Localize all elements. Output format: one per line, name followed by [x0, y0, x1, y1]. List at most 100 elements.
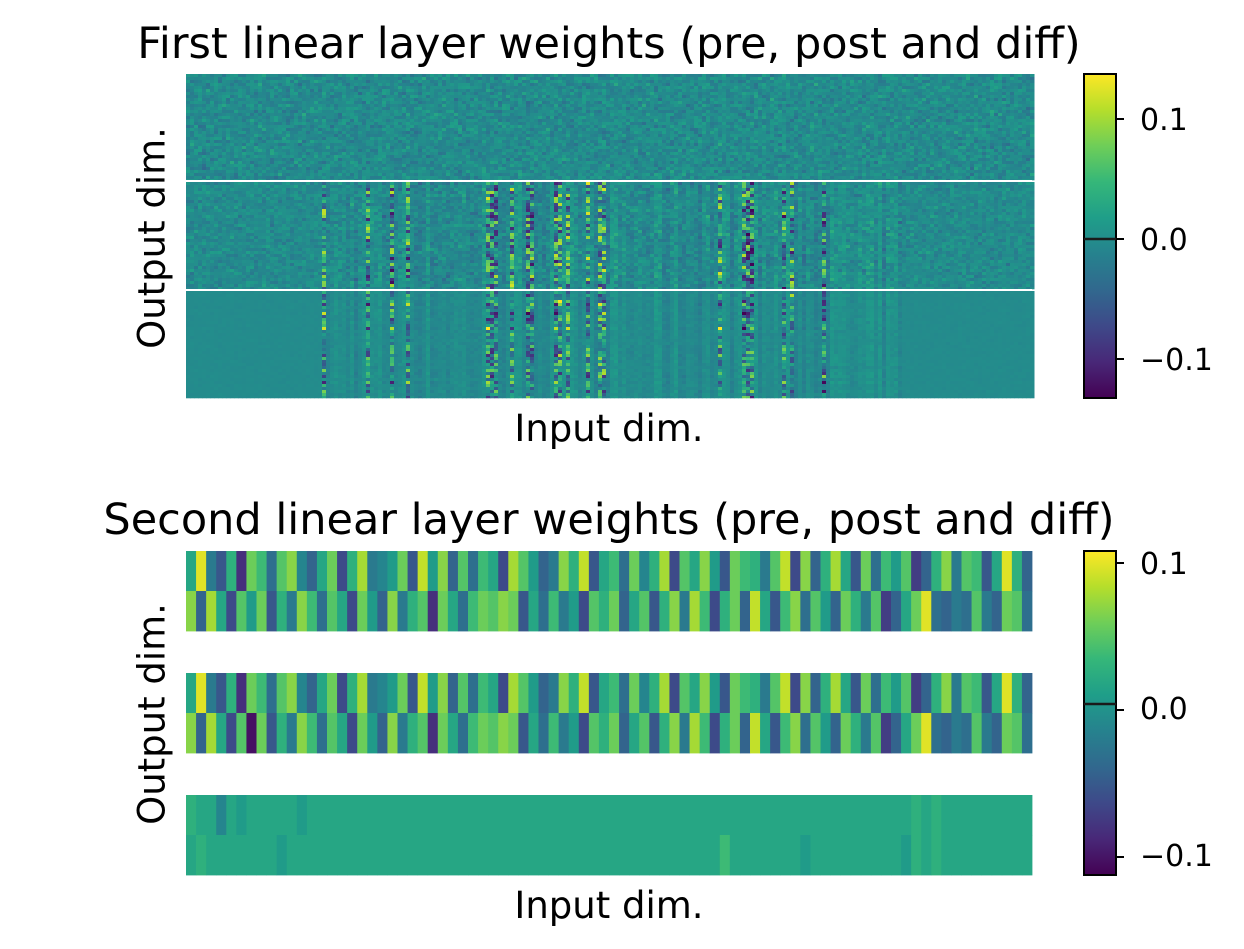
- chart1-cell: [794, 77, 799, 80]
- chart1-cell: [310, 98, 315, 101]
- chart1-cell: [554, 101, 559, 104]
- chart1-cell: [582, 86, 587, 89]
- chart1-cell: [274, 119, 279, 122]
- chart1-cell: [1002, 110, 1007, 113]
- chart1-cell: [246, 80, 251, 83]
- chart1-cell: [446, 95, 451, 98]
- chart1-cell: [334, 116, 339, 119]
- chart1-cell: [686, 98, 691, 101]
- chart1-cell: [506, 128, 511, 131]
- chart1-cell: [746, 116, 751, 119]
- chart1-cell: [910, 101, 915, 104]
- chart1-cell: [746, 98, 751, 101]
- chart1-cell: [982, 122, 987, 125]
- chart1-cell: [206, 104, 211, 107]
- chart1-cell: [506, 92, 511, 95]
- chart1-cell: [342, 80, 347, 83]
- chart1-cell: [390, 86, 395, 89]
- chart1-cell: [782, 125, 787, 128]
- chart1-cell: [862, 128, 867, 131]
- chart1-cell: [786, 113, 791, 116]
- chart1-cell: [366, 119, 371, 122]
- chart1-cell: [398, 125, 403, 128]
- chart1-cell: [290, 104, 295, 107]
- chart1-cell: [638, 125, 643, 128]
- chart1-cell: [498, 110, 503, 113]
- chart1-cell: [734, 77, 739, 80]
- chart1-cell: [474, 95, 479, 98]
- chart1-cell: [870, 77, 875, 80]
- chart1-cell: [774, 98, 779, 101]
- chart1-cell: [826, 113, 831, 116]
- chart1-cell: [1018, 86, 1023, 89]
- chart1-cell: [378, 86, 383, 89]
- chart1-cell: [210, 98, 215, 101]
- chart1-cell: [450, 95, 455, 98]
- chart1-cell: [946, 101, 951, 104]
- chart1-cell: [374, 92, 379, 95]
- chart1-cell: [806, 125, 811, 128]
- chart1-cell: [310, 92, 315, 95]
- chart1-cell: [498, 89, 503, 92]
- chart1-cell: [890, 80, 895, 83]
- chart1-cell: [1014, 110, 1019, 113]
- chart1-cell: [854, 95, 859, 98]
- chart1-cell: [938, 116, 943, 119]
- chart1-cell: [978, 98, 983, 101]
- chart1-cell: [390, 104, 395, 107]
- chart1-cell: [962, 92, 967, 95]
- chart1-cell: [606, 101, 611, 104]
- chart1-cell: [566, 128, 571, 131]
- chart1-cell: [830, 89, 835, 92]
- chart1-cell: [870, 107, 875, 110]
- chart1-cell: [750, 110, 755, 113]
- chart1-cell: [826, 74, 831, 77]
- chart1-cell: [502, 77, 507, 80]
- chart1-cell: [306, 122, 311, 125]
- chart1-cell: [250, 86, 255, 89]
- chart1-cell: [278, 107, 283, 110]
- chart1-cell: [1018, 101, 1023, 104]
- chart1-cell: [542, 89, 547, 92]
- chart1-cell: [650, 74, 655, 77]
- chart1-cell: [398, 113, 403, 116]
- chart1-cell: [926, 80, 931, 83]
- chart1-cell: [578, 95, 583, 98]
- chart1-cell: [954, 107, 959, 110]
- chart1-cell: [242, 80, 247, 83]
- chart1-cell: [382, 125, 387, 128]
- chart1-cell: [386, 77, 391, 80]
- chart1-cell: [906, 116, 911, 119]
- chart1-cell: [210, 110, 215, 113]
- chart1-cell: [818, 128, 823, 131]
- chart1-cell: [874, 86, 879, 89]
- chart1-cell: [714, 107, 719, 110]
- chart1-cell: [830, 104, 835, 107]
- chart1-cell: [366, 98, 371, 101]
- chart1-cell: [830, 125, 835, 128]
- chart1-cell: [650, 107, 655, 110]
- chart1-cell: [822, 74, 827, 77]
- chart1-cell: [458, 83, 463, 86]
- chart1-cell: [490, 77, 495, 80]
- chart1-cell: [850, 122, 855, 125]
- chart1-cell: [586, 95, 591, 98]
- chart1-cell: [766, 116, 771, 119]
- chart1-cell: [766, 89, 771, 92]
- chart1-cell: [186, 128, 191, 131]
- chart1-cell: [630, 74, 635, 77]
- chart1-cell: [770, 98, 775, 101]
- chart1-cell: [250, 89, 255, 92]
- chart1-cell: [666, 92, 671, 95]
- chart1-cell: [542, 107, 547, 110]
- chart1-cell: [790, 128, 795, 131]
- chart1-cell: [1030, 119, 1035, 122]
- chart1-cell: [958, 95, 963, 98]
- chart1-cell: [478, 77, 483, 80]
- chart1-cell: [894, 95, 899, 98]
- chart1-cell: [758, 110, 763, 113]
- chart1-cell: [666, 116, 671, 119]
- chart1-cell: [826, 98, 831, 101]
- chart1-cell: [718, 116, 723, 119]
- chart1-cell: [558, 125, 563, 128]
